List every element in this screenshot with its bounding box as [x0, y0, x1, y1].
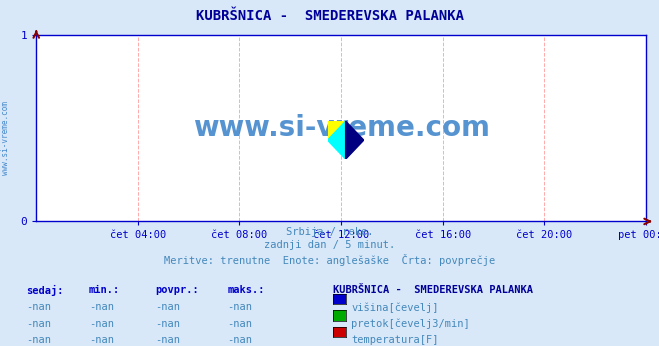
Text: pretok[čevelj3/min]: pretok[čevelj3/min]: [351, 319, 470, 329]
Text: višina[čevelj]: višina[čevelj]: [351, 302, 439, 312]
Text: -nan: -nan: [26, 335, 51, 345]
Text: -nan: -nan: [155, 319, 180, 329]
Polygon shape: [328, 121, 346, 140]
Polygon shape: [328, 121, 346, 159]
Text: sedaj:: sedaj:: [26, 285, 64, 297]
Text: -nan: -nan: [89, 319, 114, 329]
Text: www.si-vreme.com: www.si-vreme.com: [1, 101, 10, 175]
Text: -nan: -nan: [89, 335, 114, 345]
Text: -nan: -nan: [26, 319, 51, 329]
Text: povpr.:: povpr.:: [155, 285, 198, 295]
Text: zadnji dan / 5 minut.: zadnji dan / 5 minut.: [264, 240, 395, 251]
Text: KUBRŠNICA -  SMEDEREVSKA PALANKA: KUBRŠNICA - SMEDEREVSKA PALANKA: [333, 285, 532, 295]
Text: www.si-vreme.com: www.si-vreme.com: [192, 114, 490, 142]
Text: -nan: -nan: [227, 335, 252, 345]
Text: temperatura[F]: temperatura[F]: [351, 335, 439, 345]
Text: maks.:: maks.:: [227, 285, 265, 295]
Text: -nan: -nan: [227, 319, 252, 329]
Text: KUBRŠNICA -  SMEDEREVSKA PALANKA: KUBRŠNICA - SMEDEREVSKA PALANKA: [196, 9, 463, 22]
Text: Meritve: trenutne  Enote: anglešaške  Črta: povprečje: Meritve: trenutne Enote: anglešaške Črta…: [164, 254, 495, 266]
Text: Srbija / reke.: Srbija / reke.: [286, 227, 373, 237]
Text: min.:: min.:: [89, 285, 120, 295]
Text: -nan: -nan: [89, 302, 114, 312]
Text: -nan: -nan: [227, 302, 252, 312]
Text: -nan: -nan: [155, 302, 180, 312]
Text: -nan: -nan: [26, 302, 51, 312]
Text: -nan: -nan: [155, 335, 180, 345]
Polygon shape: [346, 121, 364, 159]
